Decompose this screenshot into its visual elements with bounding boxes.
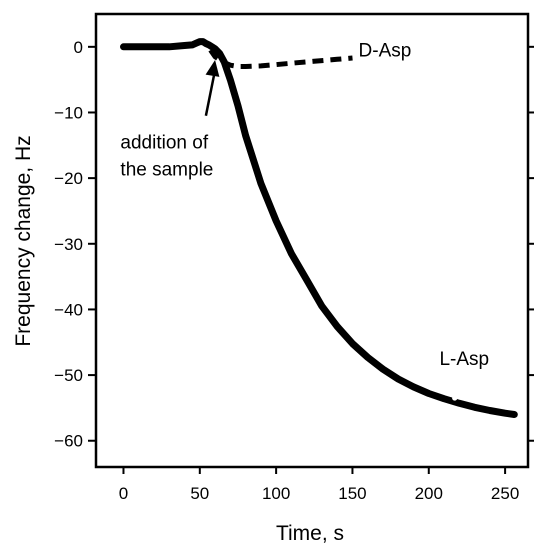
data-point-marker bbox=[452, 395, 458, 401]
x-tick-label: 250 bbox=[491, 484, 519, 503]
series-label: D-Asp bbox=[359, 41, 412, 62]
y-tick-label: −40 bbox=[54, 300, 83, 319]
annotation-text: addition of bbox=[120, 133, 208, 154]
x-axis-title: Time, s bbox=[276, 522, 344, 545]
y-tick-label: −30 bbox=[54, 235, 83, 254]
x-tick-label: 0 bbox=[119, 484, 128, 503]
x-tick-label: 200 bbox=[415, 484, 443, 503]
series-line-d-asp bbox=[208, 48, 353, 69]
series-label: L-Asp bbox=[439, 349, 489, 370]
x-tick-label: 150 bbox=[338, 484, 366, 503]
annotation-text: the sample bbox=[120, 160, 213, 181]
y-tick-label: −10 bbox=[54, 103, 83, 122]
x-tick-label: 50 bbox=[190, 484, 209, 503]
annotation-layer: addition of the sample bbox=[120, 59, 220, 181]
y-axis-title: Frequency change, Hz bbox=[12, 135, 35, 346]
annotation-arrow-shaft bbox=[204, 69, 217, 117]
y-tick-label: 0 bbox=[74, 38, 83, 57]
data-point-marker bbox=[319, 283, 325, 290]
series-line-l-asp bbox=[120, 38, 518, 418]
plot-frame bbox=[94, 12, 530, 469]
marker-layer: D-Asp L-Asp bbox=[319, 41, 489, 401]
y-tick-label: −20 bbox=[54, 169, 83, 188]
ticks: 0 50 100 150 200 250 0 −10 −20 −30 −40 −50 −60 bbox=[54, 38, 534, 503]
y-tick-label: −50 bbox=[54, 366, 83, 385]
annotation-arrow-head bbox=[205, 59, 220, 77]
series-layer bbox=[120, 38, 518, 418]
x-tick-label: 100 bbox=[262, 484, 290, 503]
y-tick-label: −60 bbox=[54, 432, 83, 451]
